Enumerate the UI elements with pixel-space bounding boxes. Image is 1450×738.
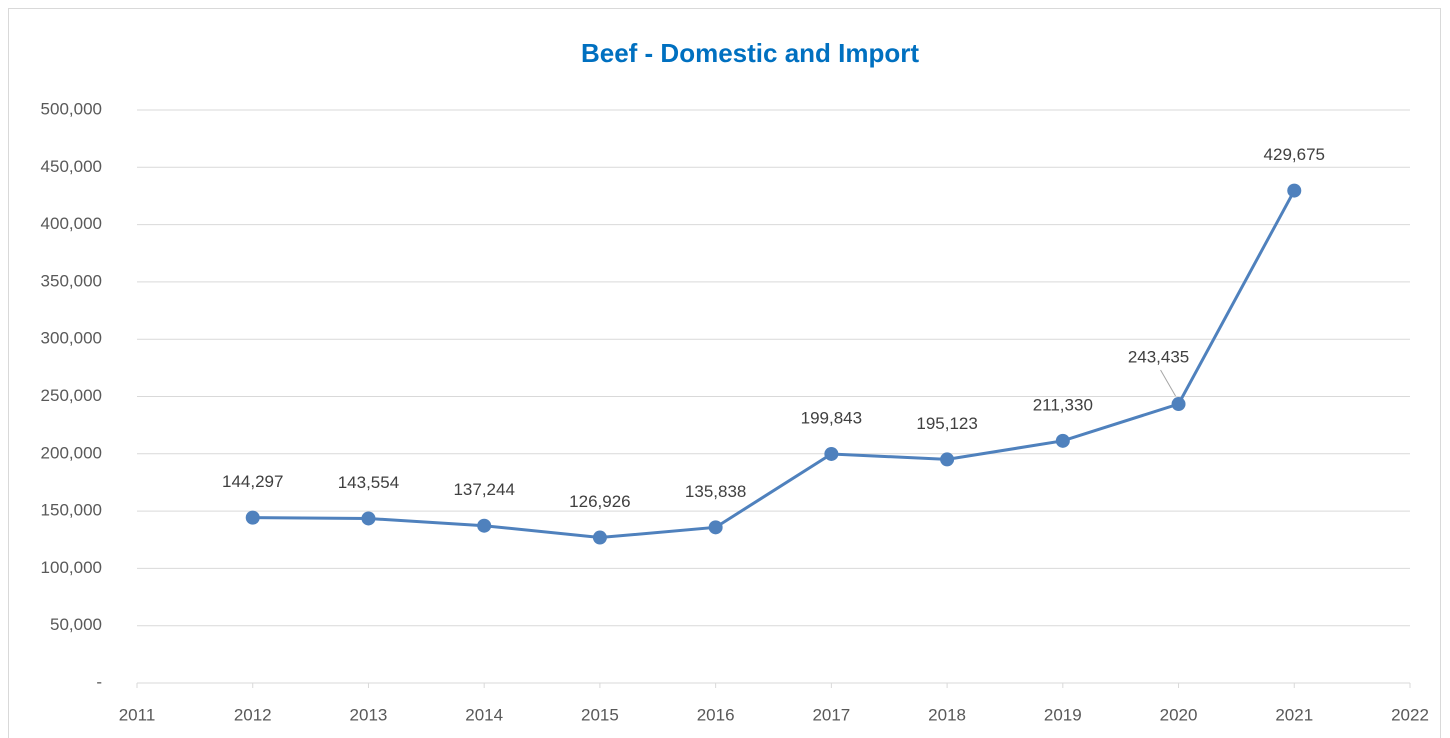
y-tick-label: - xyxy=(96,672,102,691)
x-tick-label: 2018 xyxy=(928,705,966,724)
x-tick-label: 2021 xyxy=(1275,705,1313,724)
data-point xyxy=(592,530,607,545)
data-label: 135,838 xyxy=(685,482,746,501)
x-tick-label: 2015 xyxy=(581,705,619,724)
series-line xyxy=(252,189,1296,540)
data-label: 211,330 xyxy=(1033,395,1093,414)
x-tick-label: 2016 xyxy=(697,705,735,724)
y-tick-label: 450,000 xyxy=(41,157,102,176)
data-label: 137,244 xyxy=(453,480,514,499)
x-tick-label: 2022 xyxy=(1391,705,1429,724)
data-label: 199,843 xyxy=(801,408,862,427)
y-tick-label: 350,000 xyxy=(41,271,102,290)
data-point xyxy=(1171,397,1186,412)
x-tick-label: 2013 xyxy=(350,705,388,724)
data-point xyxy=(940,452,955,467)
x-tick-label: 2012 xyxy=(234,705,272,724)
data-point xyxy=(245,510,260,525)
y-tick-label: 400,000 xyxy=(41,214,102,233)
data-point xyxy=(1287,183,1302,198)
y-tick-label: 500,000 xyxy=(41,99,102,118)
chart-border xyxy=(8,8,1441,738)
data-label: 143,554 xyxy=(338,473,399,492)
x-tick-label: 2019 xyxy=(1044,705,1082,724)
y-tick-label: 50,000 xyxy=(50,615,102,634)
x-tick-label: 2020 xyxy=(1160,705,1198,724)
y-tick-label: 300,000 xyxy=(41,329,102,348)
data-label: 243,435 xyxy=(1128,348,1189,367)
y-tick-label: 150,000 xyxy=(41,501,102,520)
y-tick-label: 250,000 xyxy=(41,386,102,405)
chart-title: Beef - Domestic and Import xyxy=(581,38,919,68)
y-tick-label: 100,000 xyxy=(41,558,102,577)
data-label: 195,123 xyxy=(916,414,977,433)
data-label: 126,926 xyxy=(569,492,630,511)
x-tick-label: 2017 xyxy=(812,705,850,724)
data-point xyxy=(708,520,723,535)
data-point xyxy=(824,446,839,461)
y-tick-label: 200,000 xyxy=(41,443,102,462)
data-label: 429,675 xyxy=(1264,145,1325,164)
x-tick-label: 2014 xyxy=(465,705,503,724)
leader-line xyxy=(1160,369,1176,397)
data-label: 144,297 xyxy=(222,472,283,491)
data-point xyxy=(1055,433,1070,448)
data-point xyxy=(361,511,376,526)
x-tick-label: 2011 xyxy=(119,705,156,724)
data-point xyxy=(477,518,492,533)
